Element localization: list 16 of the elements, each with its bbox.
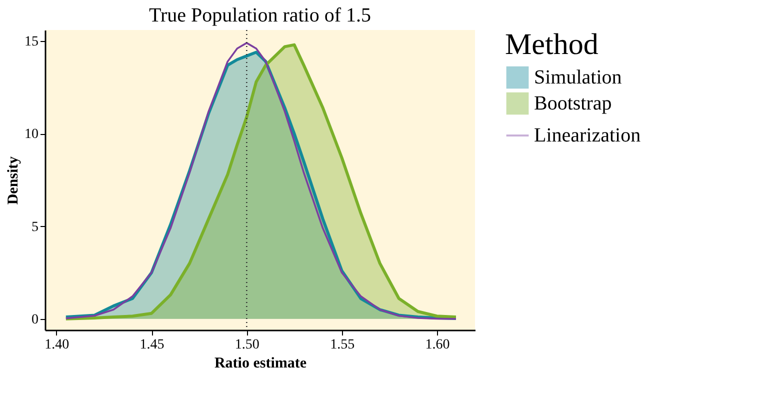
chart-title: True Population ratio of 1.5 — [148, 4, 372, 26]
x-axis-title: Ratio estimate — [214, 356, 307, 372]
legend-label: Simulation — [534, 66, 622, 88]
y-tick-label: 0 — [32, 312, 38, 328]
legend-label: Bootstrap — [534, 92, 612, 114]
legend-title: Method — [505, 28, 598, 61]
x-tick-label: 1.50 — [234, 338, 260, 352]
y-axis-title: Density — [6, 156, 22, 205]
x-tick-label: 1.55 — [330, 338, 355, 352]
x-tick-label: 1.45 — [140, 338, 164, 352]
y-tick-label: 15 — [24, 34, 38, 50]
x-tick-label: 1.40 — [44, 338, 70, 352]
legend-label: Linearization — [534, 124, 641, 146]
y-tick-label: 5 — [32, 220, 38, 235]
x-tick-label: 1.60 — [425, 338, 450, 352]
y-tick-label: 10 — [24, 127, 38, 142]
